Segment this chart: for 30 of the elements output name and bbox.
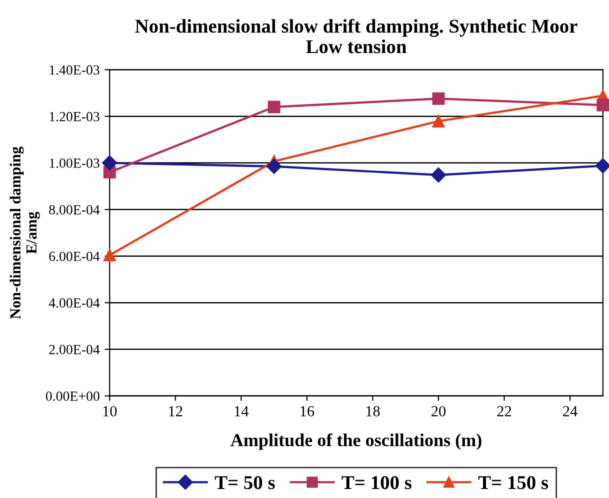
- x-tick-label: 16: [300, 406, 314, 416]
- x-tick-label: 12: [169, 406, 182, 416]
- point: [432, 92, 445, 105]
- x-tick-label: 20: [432, 406, 446, 416]
- point: [103, 248, 116, 262]
- point: [102, 155, 118, 170]
- chart-title: Non-dimensional slow drift damping. Synthetic Moor Low tension: [135, 18, 578, 54]
- y-tick-label: 4.00E-04: [48, 298, 100, 308]
- point: [268, 100, 280, 114]
- x-tick-label: 18: [366, 406, 380, 416]
- point: [432, 114, 445, 128]
- y-tick-label: 2.00E-04: [49, 344, 100, 354]
- y-tick-label: 1.20E-03: [50, 112, 100, 122]
- x-tick-label: 10: [103, 406, 117, 416]
- y-tick-label: 1.00E-03: [50, 158, 100, 168]
- y-tick-label: 8.00E-04: [49, 205, 100, 215]
- x-tick-label: 24: [563, 406, 578, 416]
- point: [430, 167, 446, 183]
- legend-label: T= 50 s: [214, 476, 275, 490]
- x-tick-label: 22: [497, 406, 512, 416]
- x-axis-title: Amplitude of the oscillations (m): [230, 433, 482, 450]
- legend-label: T= 150 s: [478, 476, 548, 490]
- point: [266, 158, 282, 174]
- y-tick-label: 1.40E-03: [50, 65, 100, 75]
- x-tick-label: 14: [234, 406, 249, 416]
- y-tick-label: 0.00E+00: [46, 391, 100, 401]
- y-tick-label: 6.00E-04: [49, 252, 100, 262]
- y-axis-title: Non-dimensional damping E/amg: [10, 146, 40, 319]
- point: [596, 98, 609, 112]
- legend-label: T= 100 s: [342, 476, 412, 490]
